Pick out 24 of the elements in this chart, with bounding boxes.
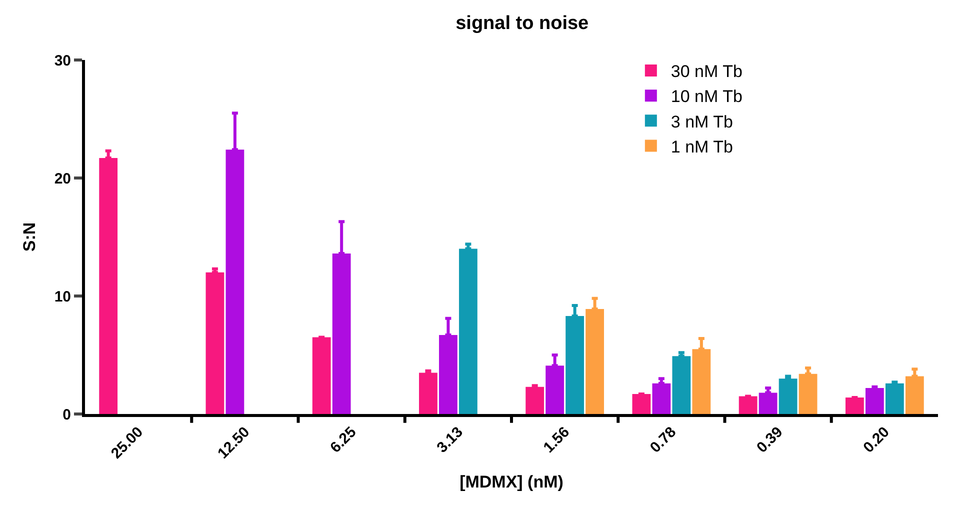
- x-tick-label: 3.13: [434, 424, 466, 456]
- y-tick-label: 10: [54, 288, 71, 306]
- legend-label: 1 nM Tb: [670, 137, 733, 156]
- x-axis-title: [MDMX] (nM): [460, 472, 564, 492]
- y-tick-label: 30: [54, 52, 71, 70]
- legend-label: 10 nM Tb: [670, 87, 742, 106]
- chart-title: signal to noise: [456, 13, 589, 34]
- legend-label: 3 nM Tb: [670, 112, 733, 132]
- y-tick-label: 0: [62, 406, 71, 424]
- bar: [312, 337, 331, 414]
- x-tick-label: 0.39: [754, 424, 786, 456]
- bar: [738, 396, 758, 414]
- x-tick-label: 0.20: [860, 424, 893, 456]
- bar: [866, 388, 884, 414]
- x-tick-label: 0.78: [646, 424, 680, 456]
- y-axis-title: S:N: [20, 222, 39, 252]
- bar: [419, 372, 438, 414]
- bar: [778, 378, 798, 414]
- bar: [885, 383, 904, 414]
- bar: [846, 397, 864, 414]
- legend-label: 30 nM Tb: [670, 62, 742, 82]
- bar: [526, 386, 544, 414]
- bar: [632, 394, 651, 414]
- y-tick-label: 20: [54, 170, 71, 188]
